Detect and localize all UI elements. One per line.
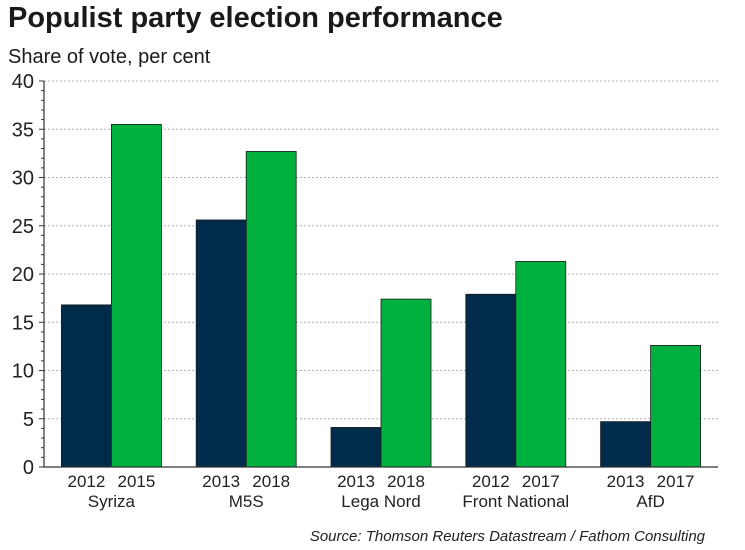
x-category-label: Lega Nord — [341, 492, 420, 511]
x-year-label: 2018 — [387, 472, 425, 491]
y-tick-label: 20 — [12, 264, 34, 286]
x-year-label: 2013 — [337, 472, 375, 491]
y-tick-label: 30 — [12, 168, 34, 190]
bar-m5s-2013 — [195, 219, 247, 468]
bar-m5s-2018 — [245, 151, 297, 468]
bar-front-national-2012 — [465, 293, 517, 468]
x-category-label: Front National — [462, 492, 569, 511]
y-tick-label: 0 — [23, 457, 34, 479]
x-year-label: 2015 — [117, 472, 155, 491]
bar-afd-2017 — [650, 345, 701, 468]
x-year-label: 2013 — [202, 472, 240, 491]
bar-lega-nord-2018 — [380, 298, 432, 468]
y-tick-label: 15 — [12, 312, 34, 334]
y-tick-label: 40 — [12, 71, 34, 93]
x-year-label: 2012 — [472, 472, 510, 491]
source-note: Source: Thomson Reuters Datastream / Fat… — [309, 528, 705, 545]
x-category-label: AfD — [636, 492, 664, 511]
x-year-label: 2012 — [67, 472, 105, 491]
bar-afd-2013 — [600, 421, 651, 468]
y-tick-label: 5 — [23, 409, 34, 431]
y-tick-label: 35 — [12, 119, 34, 141]
bar-front-national-2017 — [515, 261, 567, 468]
axes — [39, 80, 718, 468]
x-category-label: Syriza — [88, 492, 136, 511]
bar-syriza-2015 — [111, 124, 162, 468]
bar-lega-nord-2013 — [330, 427, 382, 468]
x-year-label: 2017 — [522, 472, 560, 491]
x-year-label: 2017 — [657, 472, 695, 491]
y-tick-label: 25 — [12, 216, 34, 238]
chart-subtitle: Share of vote, per cent — [8, 46, 211, 68]
x-category-label: M5S — [229, 492, 264, 511]
y-tick-label: 10 — [12, 361, 34, 383]
x-year-label: 2018 — [252, 472, 290, 491]
x-year-label: 2013 — [607, 472, 645, 491]
bar-syriza-2012 — [61, 304, 112, 468]
chart-title: Populist party election performance — [8, 2, 503, 34]
bars — [61, 124, 701, 468]
